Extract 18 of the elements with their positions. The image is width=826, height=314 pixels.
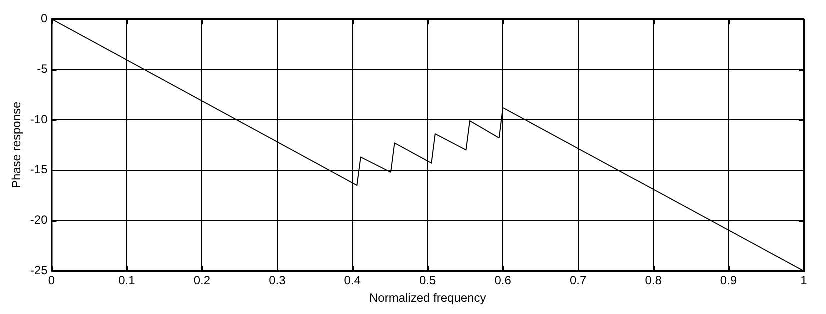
- x-tick-label: 0.9: [720, 274, 738, 288]
- x-tick-label: 0.3: [269, 274, 286, 288]
- x-tick-label: 1: [800, 274, 808, 288]
- x-tick-label: 0.2: [194, 274, 211, 288]
- x-tick-label: 0.8: [645, 274, 662, 288]
- y-axis-title: Phase response: [10, 102, 24, 189]
- x-tick-label: 0.1: [118, 274, 136, 288]
- y-tick-label: -20: [30, 213, 48, 228]
- x-tick-label: 0.7: [570, 274, 587, 288]
- y-tick-label: -25: [30, 264, 48, 278]
- y-tick-label: -5: [37, 62, 48, 76]
- y-tick-label: -10: [30, 112, 48, 126]
- x-tick-label: 0.5: [420, 274, 437, 288]
- y-tick-label: -15: [30, 162, 48, 177]
- y-tick-label: 0: [41, 12, 48, 26]
- x-axis-title: Normalized frequency: [370, 291, 486, 306]
- x-tick-label: 0.6: [494, 274, 512, 288]
- x-tick-label: 0.4: [344, 274, 362, 288]
